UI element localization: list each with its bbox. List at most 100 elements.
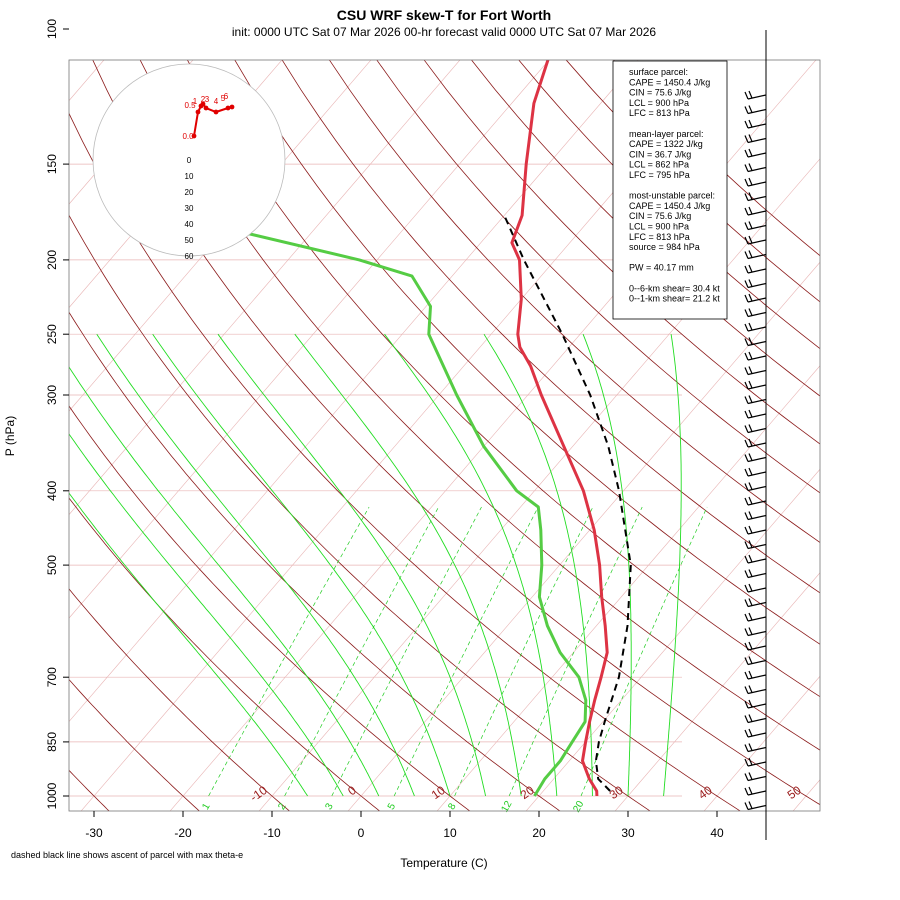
wind-barb: [744, 351, 767, 361]
y-tick-label: 850: [45, 732, 59, 752]
wind-barb-flag: [744, 802, 749, 810]
wind-barb-flag: [748, 235, 753, 244]
wind-barb-shaft: [747, 572, 767, 579]
wind-barb-shaft: [747, 645, 767, 651]
mixing-ratio-label: 8: [446, 801, 459, 812]
y-tick-label: 150: [45, 154, 59, 174]
info-box-line: LFC = 795 hPa: [629, 170, 690, 180]
x-axis-label: Temperature (C): [400, 856, 487, 870]
info-box-line: CAPE = 1450.4 J/kg: [629, 201, 710, 211]
isotherm: [525, 468, 820, 811]
wind-barb-flag: [744, 294, 749, 303]
mixing-ratio-line: [454, 506, 594, 797]
info-box-line: LFC = 813 hPa: [629, 232, 690, 242]
wind-barb-flag: [748, 119, 753, 128]
wind-barb-flag: [744, 410, 749, 419]
wind-barb-flag: [748, 511, 753, 519]
wind-barb: [744, 496, 767, 506]
wind-barb: [744, 235, 767, 245]
wind-barb: [744, 105, 767, 115]
wind-barb-shaft: [747, 674, 767, 680]
hodograph-point-label: 6: [224, 92, 229, 101]
wind-barb: [744, 714, 767, 724]
hodograph-ring: [92, 63, 286, 257]
wind-barb-flag: [748, 569, 753, 577]
isotherm: [614, 572, 820, 811]
wind-barb: [744, 511, 767, 521]
wind-barb-flag: [744, 599, 749, 607]
mixing-ratio-line: [580, 506, 708, 797]
wind-barb-flag: [744, 323, 749, 332]
y-tick-label: 300: [45, 385, 59, 405]
hodograph-point: [213, 109, 219, 115]
dry-adiabat: [69, 405, 471, 811]
wind-barb-flag: [744, 396, 749, 404]
wind-barb-flag: [748, 351, 753, 360]
wind-barb-shaft: [747, 253, 767, 260]
x-tick-label: 10: [443, 826, 457, 840]
wind-barb-shaft: [747, 94, 767, 100]
chart-title: CSU WRF skew-T for Fort Worth: [337, 7, 551, 23]
wind-barb-flag: [748, 105, 753, 113]
info-box-line: 0--6-km shear= 30.4 kt: [629, 283, 720, 293]
hodograph-ring-label: 50: [185, 236, 194, 245]
wind-barb-flag: [748, 656, 753, 664]
x-tick-label: 0: [358, 826, 365, 840]
wind-barb: [744, 250, 767, 260]
wind-barb-shaft: [747, 688, 767, 695]
wind-barb: [744, 772, 767, 782]
wind-barb-flag: [748, 627, 753, 635]
wind-barb-shaft: [747, 804, 767, 811]
wind-barb: [744, 424, 767, 434]
wind-barb-shaft: [747, 181, 767, 187]
moist-adiabat: [96, 333, 415, 797]
wind-barb-flag: [744, 642, 749, 651]
moist-adiabat: [217, 333, 487, 797]
wind-barb-flag: [748, 279, 753, 287]
moist-adiabat: [483, 333, 593, 796]
wind-barb-flag: [744, 773, 749, 781]
wind-barb-shaft: [747, 659, 767, 666]
y-axis-label: P (hPa): [3, 416, 17, 456]
wind-barb-flag: [744, 106, 749, 114]
mixing-ratio-line: [208, 506, 370, 797]
dry-adiabat: [69, 311, 561, 811]
wind-barb-shaft: [747, 166, 767, 173]
wind-barb-shaft: [747, 558, 767, 564]
wind-barb: [744, 221, 767, 231]
isotherm: [169, 60, 817, 811]
wind-barb-flag: [744, 729, 749, 738]
wind-barb-flag: [748, 714, 753, 722]
moist-adiabat: [582, 334, 632, 797]
wind-barb-flag: [744, 700, 749, 709]
dry-adiabat: [69, 497, 381, 811]
x-tick-label: -10: [263, 826, 281, 840]
wind-barb-flag: [744, 352, 749, 361]
footnote: dashed black line shows ascent of parcel…: [11, 850, 243, 860]
hodograph-point-label: 4: [214, 97, 219, 106]
wind-barb: [744, 685, 767, 695]
wind-barb: [744, 366, 767, 376]
mixing-ratio-label: 20: [571, 799, 586, 815]
hodograph-ring-label: 10: [185, 172, 194, 181]
wind-barb-flag: [748, 221, 753, 229]
wind-barb-flag: [748, 148, 753, 157]
wind-barb: [744, 482, 767, 492]
wind-barb-shaft: [747, 137, 767, 144]
y-tick-label: 200: [45, 250, 59, 270]
hodograph-point: [203, 105, 209, 111]
moist-adiabat: [384, 333, 558, 797]
wind-barb: [744, 569, 767, 579]
wind-barb-flag: [748, 467, 753, 476]
mixing-ratio-label: 12: [499, 799, 514, 815]
wind-barb: [744, 279, 767, 289]
wind-barb-flag: [744, 758, 749, 767]
wind-barb-flag: [748, 670, 753, 679]
adiabat-labels: 1 2 3 5 8 12 20-10 0 10 20 30 40 50: [200, 783, 804, 815]
wind-barb-flag: [748, 598, 753, 606]
wind-barb-shaft: [747, 268, 767, 274]
dry-adiabat: [281, 60, 820, 594]
wind-barb-shaft: [747, 398, 767, 405]
hodograph-point-label: 0.5: [184, 101, 196, 110]
wind-barb-flag: [744, 787, 749, 796]
